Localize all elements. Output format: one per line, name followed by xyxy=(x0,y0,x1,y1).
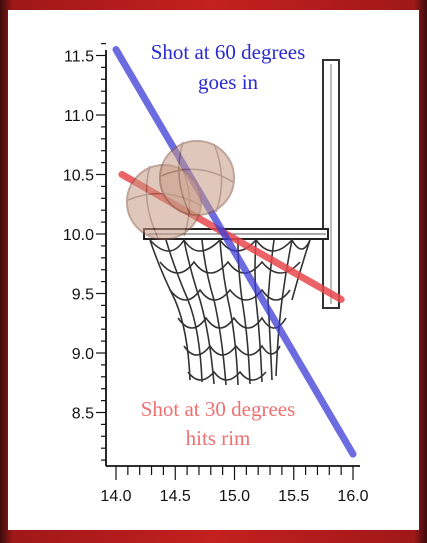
x-axis: 14.0 14.5 15.0 15.5 16.0 xyxy=(100,465,369,505)
x-tick-label: 14.0 xyxy=(100,488,131,505)
y-tick-label: 10.0 xyxy=(63,227,94,244)
hoop xyxy=(143,228,329,386)
shot-60-label-line2: goes in xyxy=(198,70,259,94)
shot-30-label-line2: hits rim xyxy=(186,426,251,450)
y-tick-label: 9.5 xyxy=(72,287,94,304)
x-tick-label: 16.0 xyxy=(337,488,368,505)
y-tick-label: 11.5 xyxy=(64,49,94,66)
y-tick-label: 9.0 xyxy=(72,346,94,363)
y-tick-label: 10.5 xyxy=(63,168,94,185)
backboard xyxy=(322,59,340,309)
x-tick-label: 15.5 xyxy=(278,488,309,505)
y-tick-label: 11.0 xyxy=(64,108,94,125)
shot-60-trajectory xyxy=(112,46,357,458)
ball-60-degree-shot xyxy=(159,140,235,216)
shot-60-label-line1: Shot at 60 degrees xyxy=(151,40,306,64)
x-tick-labels: 14.0 14.5 15.0 15.5 16.0 xyxy=(100,488,368,505)
y-tick-labels: 8.5 9.0 9.5 10.0 10.5 11.0 11.5 xyxy=(63,49,94,423)
y-minor-ticks xyxy=(96,42,106,461)
net xyxy=(149,238,311,386)
x-tick-label: 14.5 xyxy=(160,488,191,505)
shot-30-label-line1: Shot at 30 degrees xyxy=(141,397,296,421)
x-minor-ticks xyxy=(115,466,354,480)
y-tick-label: 8.5 xyxy=(72,406,94,423)
y-axis: 8.5 9.0 9.5 10.0 10.5 11.0 11.5 xyxy=(63,42,107,466)
x-tick-label: 15.0 xyxy=(219,488,250,505)
